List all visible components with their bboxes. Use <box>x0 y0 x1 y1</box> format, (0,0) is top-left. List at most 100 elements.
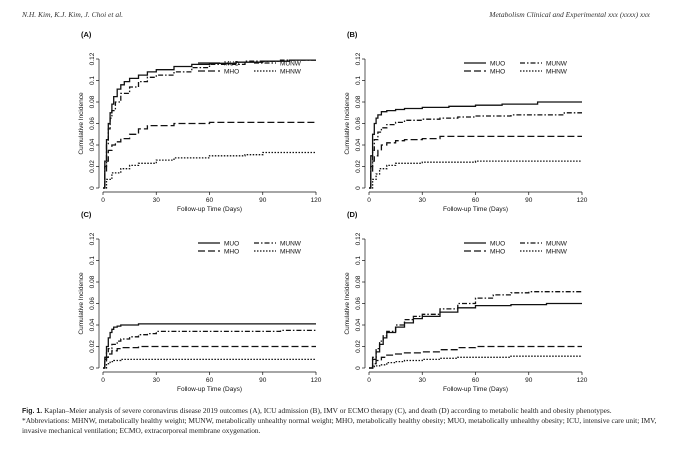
x-tick-label: 0 <box>367 197 371 204</box>
y-tick-label: 0.06 <box>355 297 362 310</box>
x-tick-label: 90 <box>525 377 533 384</box>
km-curve-muo <box>103 323 316 369</box>
y-tick-label: 0.02 <box>89 340 96 353</box>
km-curve-mhnw <box>103 358 316 369</box>
x-axis-label: Follow-up Time (Days) <box>177 386 242 393</box>
panel-label: (B) <box>347 30 358 39</box>
x-tick-label: 90 <box>525 197 533 204</box>
x-tick-label: 0 <box>101 197 105 204</box>
x-tick-label: 30 <box>153 377 161 384</box>
legend-label: MUO <box>224 61 239 68</box>
km-curve-muo <box>103 59 316 189</box>
y-tick-label: 0 <box>89 186 96 190</box>
y-tick-label: 0.1 <box>355 76 362 85</box>
legend-label: MHO <box>490 249 505 256</box>
legend-label: MUO <box>224 241 239 248</box>
x-tick-label: 60 <box>472 377 480 384</box>
legend-label: MUNW <box>546 241 568 248</box>
legend-label: MHO <box>490 69 505 76</box>
km-curve-mhnw <box>369 355 582 369</box>
km-curve-muo <box>369 302 582 369</box>
km-curve-mho <box>369 345 582 369</box>
legend-label: MUO <box>490 61 505 68</box>
y-tick-label: 0.04 <box>89 138 96 151</box>
legend-label: MUNW <box>280 241 302 248</box>
caption-label: Fig. 1. <box>22 408 43 415</box>
y-tick-label: 0.1 <box>89 76 96 85</box>
y-tick-label: 0.06 <box>89 297 96 310</box>
x-tick-label: 60 <box>472 197 480 204</box>
y-tick-label: 0.04 <box>89 318 96 331</box>
caption-text: Kaplan–Meier analysis of severe coronavi… <box>44 406 612 415</box>
y-tick-label: 0.08 <box>89 275 96 288</box>
panel-label: (D) <box>347 210 358 219</box>
y-axis-label: Cumulative Incidence <box>344 272 351 335</box>
legend-label: MHNW <box>280 69 302 76</box>
chart-panel: (B) 0 0.02 0.04 0.06 0.08 0.1 0.12 0 30 60 90 120 Fol… <box>344 30 588 213</box>
chart-panel: (A) 0 0.02 0.04 0.06 0.08 0.1 0.12 0 30 60 90 120 Fol… <box>78 30 322 213</box>
figure-caption: Fig. 1. Kaplan–Meier analysis of severe … <box>22 406 662 435</box>
y-tick-label: 0 <box>89 366 96 370</box>
x-tick-label: 30 <box>419 197 427 204</box>
y-tick-label: 0.04 <box>355 138 362 151</box>
km-curve-munw <box>369 291 582 369</box>
legend-label: MHO <box>224 69 239 76</box>
y-tick-label: 0.1 <box>355 256 362 265</box>
y-tick-label: 0 <box>355 366 362 370</box>
km-curve-muo <box>369 101 582 189</box>
x-tick-label: 60 <box>206 377 214 384</box>
km-figure: (A) 0 0.02 0.04 0.06 0.08 0.1 0.12 0 30 60 90 120 Fol… <box>78 30 588 393</box>
panel-label: (A) <box>81 30 92 39</box>
x-tick-label: 120 <box>311 197 322 204</box>
panel-label: (C) <box>81 210 92 219</box>
km-curve-mho <box>369 135 582 189</box>
x-axis-label: Follow-up Time (Days) <box>443 386 508 393</box>
y-tick-label: 0.08 <box>355 95 362 108</box>
km-curve-munw <box>103 59 316 189</box>
legend-label: MHO <box>224 249 239 256</box>
caption-main: Fig. 1. Kaplan–Meier analysis of severe … <box>22 406 662 416</box>
y-tick-label: 0.08 <box>355 275 362 288</box>
legend-label: MHNW <box>280 249 302 256</box>
running-header-journal: Metabolism Clinical and Experimental xxx… <box>489 10 650 19</box>
y-axis-label: Cumulative Incidence <box>78 92 85 155</box>
x-tick-label: 120 <box>577 377 588 384</box>
legend-label: MHNW <box>546 69 568 76</box>
legend-label: MUNW <box>280 61 302 68</box>
km-curve-mhnw <box>103 151 316 189</box>
chart-panel: (C) 0 0.02 0.04 0.06 0.08 0.1 0.12 0 30 60 90 120 Fol… <box>78 210 322 393</box>
y-tick-label: 0.02 <box>89 160 96 173</box>
km-curve-mho <box>103 345 316 369</box>
y-tick-label: 0.02 <box>355 160 362 173</box>
km-curve-munw <box>103 329 316 369</box>
x-tick-label: 30 <box>419 377 427 384</box>
x-tick-label: 90 <box>259 377 267 384</box>
x-tick-label: 90 <box>259 197 267 204</box>
x-tick-label: 0 <box>367 377 371 384</box>
km-curve-mho <box>103 121 316 189</box>
y-tick-label: 0.12 <box>355 232 362 245</box>
legend-label: MUNW <box>546 61 568 68</box>
km-curve-munw <box>369 112 582 189</box>
running-header-authors: N.H. Kim, K.J. Kim, J. Choi et al. <box>22 10 124 19</box>
y-tick-label: 0.04 <box>355 318 362 331</box>
km-curve-mhnw <box>369 160 582 189</box>
y-tick-label: 0.1 <box>89 256 96 265</box>
x-axis-label: Follow-up Time (Days) <box>177 206 242 213</box>
y-axis-label: Cumulative Incidence <box>78 272 85 335</box>
x-tick-label: 30 <box>153 197 161 204</box>
y-tick-label: 0.12 <box>89 52 96 65</box>
y-tick-label: 0.06 <box>89 117 96 130</box>
y-tick-label: 0.08 <box>89 95 96 108</box>
y-tick-label: 0.12 <box>89 232 96 245</box>
chart-panel: (D) 0 0.02 0.04 0.06 0.08 0.1 0.12 0 30 60 90 120 Fol… <box>344 210 588 393</box>
caption-abbreviations: *Abbreviations: MHNW, metabolically heal… <box>22 416 657 435</box>
y-tick-label: 0.12 <box>355 52 362 65</box>
x-tick-label: 60 <box>206 197 214 204</box>
legend-label: MUO <box>490 241 505 248</box>
y-tick-label: 0 <box>355 186 362 190</box>
x-axis-label: Follow-up Time (Days) <box>443 206 508 213</box>
x-tick-label: 120 <box>577 197 588 204</box>
x-tick-label: 120 <box>311 377 322 384</box>
x-tick-label: 0 <box>101 377 105 384</box>
